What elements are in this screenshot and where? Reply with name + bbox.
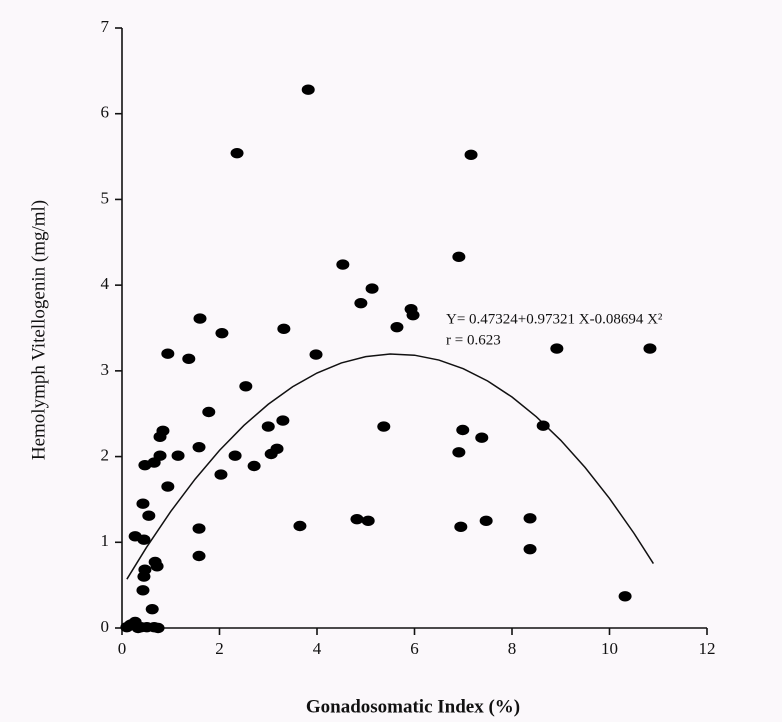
data-point	[247, 460, 261, 472]
y-axis-label: Hemolymph Vitellogenin (mg/ml)	[28, 200, 49, 460]
data-point	[151, 622, 165, 634]
data-point	[301, 84, 315, 95]
y-tick-label: 1	[101, 531, 110, 550]
data-point	[365, 283, 379, 294]
data-point	[276, 415, 290, 426]
y-tick-label: 2	[101, 445, 110, 464]
data-point	[192, 523, 206, 534]
y-tick-label: 4	[101, 274, 110, 293]
data-point	[161, 481, 175, 492]
data-point	[550, 343, 564, 354]
data-point	[136, 585, 150, 596]
data-point	[277, 323, 291, 335]
x-tick-label: 12	[699, 639, 716, 658]
data-point	[182, 353, 196, 365]
data-point	[475, 432, 489, 443]
data-point	[618, 591, 632, 602]
x-tick-label: 0	[118, 639, 127, 658]
data-point	[239, 381, 253, 392]
data-point	[523, 543, 537, 555]
data-point	[147, 457, 161, 468]
y-tick-label: 7	[101, 17, 110, 36]
x-axis-label: Gonadosomatic Index (%)	[306, 696, 520, 717]
x-tick-label: 4	[313, 639, 322, 658]
data-point	[523, 513, 537, 524]
data-point	[452, 251, 466, 263]
data-point	[137, 534, 151, 545]
data-point	[153, 431, 167, 443]
data-point	[452, 447, 466, 458]
data-point	[142, 510, 156, 521]
data-point	[264, 448, 278, 460]
y-tick-label: 5	[101, 188, 110, 207]
data-point	[150, 561, 164, 572]
data-point	[192, 441, 206, 453]
data-point	[161, 348, 175, 359]
data-point	[536, 420, 550, 431]
data-point	[454, 521, 468, 533]
y-tick-label: 6	[101, 103, 110, 122]
data-point	[171, 450, 185, 461]
data-point	[214, 469, 228, 480]
data-point	[261, 421, 275, 432]
data-point	[202, 406, 216, 418]
fit-curve	[126, 353, 655, 580]
data-point	[361, 515, 375, 527]
data-point	[145, 603, 159, 615]
r-label: r = 0.623	[446, 332, 501, 348]
data-point	[136, 498, 150, 509]
data-point	[479, 515, 493, 527]
data-point	[643, 343, 657, 354]
data-point	[228, 450, 242, 461]
data-point	[192, 550, 206, 562]
equation: Y= 0.47324+0.97321 X-0.08694 X²	[446, 311, 663, 327]
data-point	[354, 297, 368, 309]
data-point	[137, 571, 151, 582]
x-tick-label: 2	[215, 639, 224, 658]
x-tick-label: 10	[601, 639, 618, 658]
y-tick-label: 3	[101, 360, 110, 379]
data-point	[193, 313, 207, 324]
data-point	[131, 622, 145, 634]
data-point	[406, 309, 420, 321]
y-tick-label: 0	[101, 617, 110, 636]
data-point	[456, 424, 470, 436]
data-point	[215, 327, 229, 339]
data-point	[293, 520, 307, 532]
x-tick-label: 8	[508, 639, 517, 658]
data-point	[390, 321, 404, 333]
data-point	[230, 147, 244, 159]
data-point	[309, 349, 323, 360]
data-point	[350, 513, 364, 525]
data-point	[377, 421, 391, 432]
data-point	[336, 259, 350, 270]
data-point	[464, 149, 478, 161]
x-tick-label: 6	[410, 639, 419, 658]
